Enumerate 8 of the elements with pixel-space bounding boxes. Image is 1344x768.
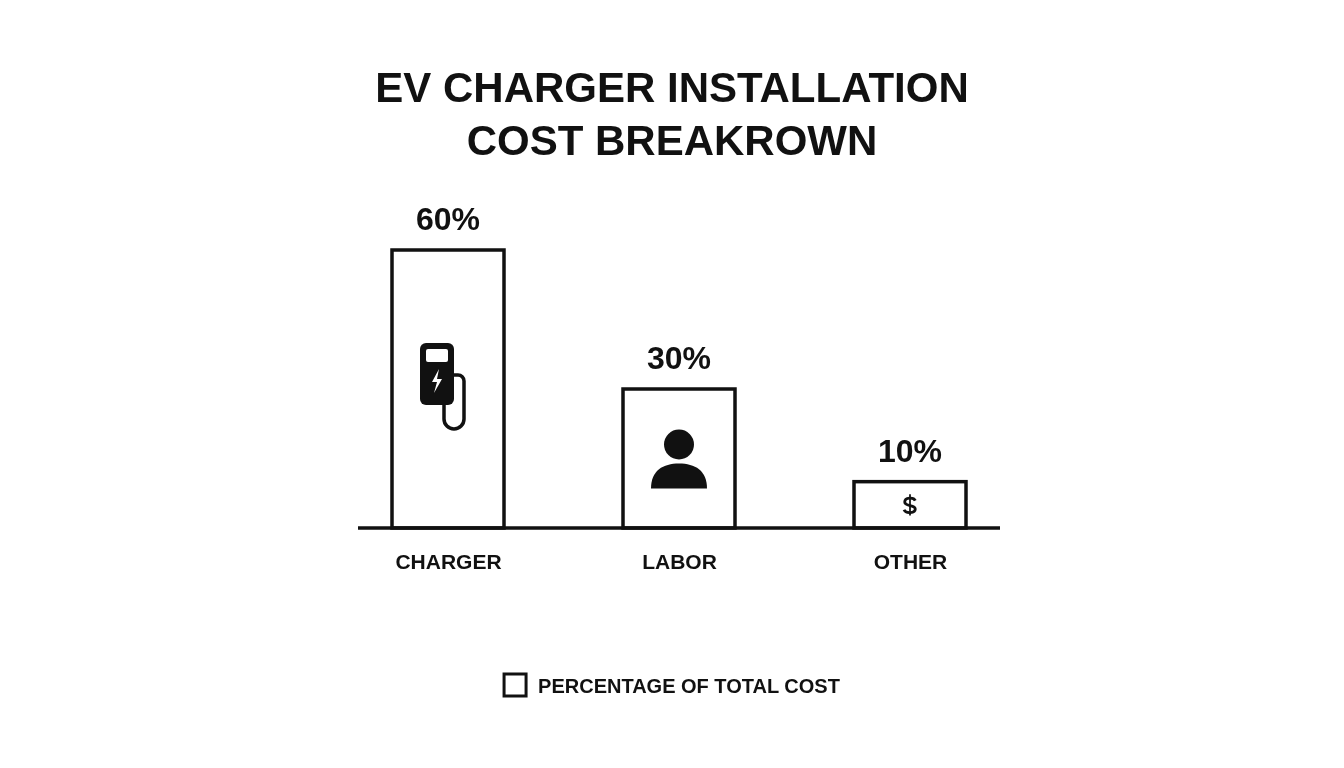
chart-title: EV CHARGER INSTALLATION COST BREAKROWN (375, 64, 969, 164)
legend-label: PERCENTAGE OF TOTAL COST (538, 675, 840, 697)
data-label: 30% (646, 340, 712, 376)
data-label: 10% (877, 432, 943, 469)
x-tick-label: LABOR (642, 549, 717, 573)
x-tick-label: OTHER (873, 549, 948, 573)
data-label: 60% (415, 201, 481, 237)
x-tick-label: CHARGER (395, 549, 502, 573)
